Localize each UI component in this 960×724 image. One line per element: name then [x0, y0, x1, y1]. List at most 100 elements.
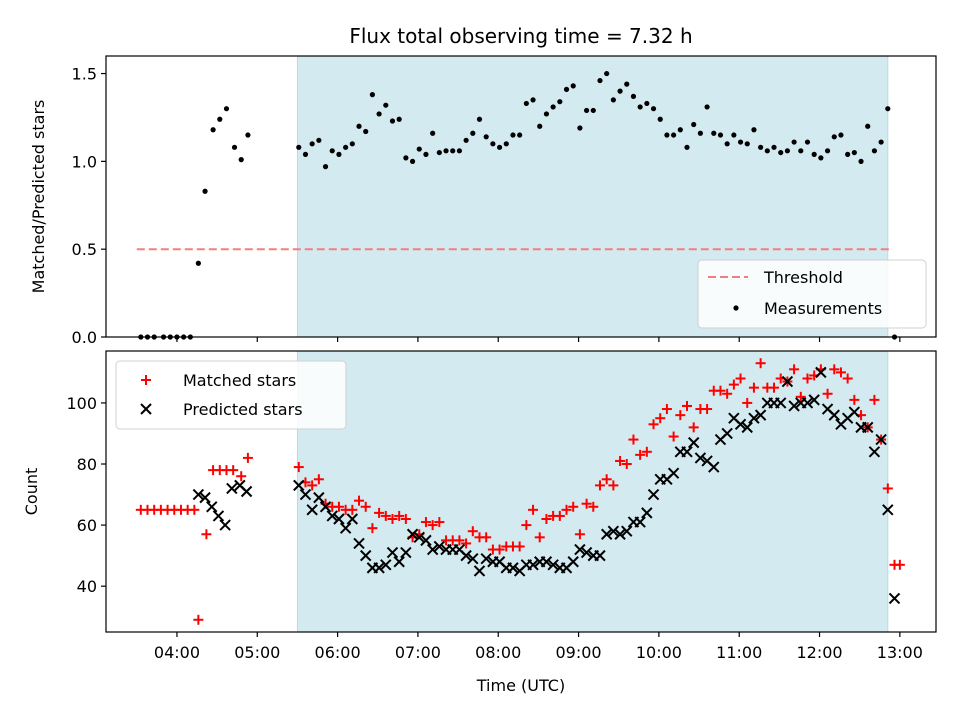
predicted-star-point-b [815, 366, 827, 379]
predicted-star-point [600, 528, 613, 540]
predicted-star-point-b [748, 412, 760, 424]
measurement-point [637, 104, 643, 110]
predicted-star-point [380, 559, 392, 571]
series-matched-stars [135, 358, 905, 625]
matched-star-point [236, 471, 247, 482]
measurement-point [590, 107, 596, 114]
matched-star-point [193, 614, 204, 625]
y-tick-label: 0.5 [72, 240, 97, 259]
bottom-panel: 40 60 80 100 04:00 05:00 06:00 07:00 08:00 09:00 1… [66, 350, 937, 662]
measurement-point [456, 148, 463, 154]
legend-box [697, 259, 927, 329]
predicted-star-point-b [527, 559, 539, 571]
predicted-star-point [306, 504, 318, 516]
predicted-star-point [547, 559, 559, 571]
matched-star-point [541, 513, 552, 524]
measurement-point [764, 148, 770, 154]
predicted-star-point [708, 461, 720, 473]
measurement-point [336, 151, 342, 157]
matched-star-point [427, 520, 438, 531]
predicted-star-point [647, 488, 660, 501]
legend-measurements-label: Measurements [764, 299, 882, 318]
series-measurements [138, 70, 898, 340]
x-tick-label: 04:00 [154, 643, 200, 662]
measurement-point [724, 141, 730, 147]
matched-star-point [434, 517, 445, 528]
measurement-point [878, 139, 884, 145]
bottom-panel-y-axis-label: Count [22, 468, 41, 516]
matched-star-point [829, 364, 840, 375]
top-panel-y-axis-label: Matched/Predicted stars [29, 100, 48, 294]
matched-star-point [882, 483, 893, 494]
matched-star-point [742, 397, 753, 408]
predicted-star-point [540, 556, 553, 568]
predicted-star-point-b [801, 397, 814, 409]
predicted-star-point-b [299, 488, 312, 501]
predicted-star-point-b [326, 510, 338, 522]
matched-star-point [635, 449, 646, 460]
measurement-point [503, 141, 509, 147]
measurement-point [610, 97, 616, 103]
measurement-point [523, 100, 529, 107]
predicted-star-point-b [567, 556, 579, 568]
predicted-star-point-b [728, 412, 740, 424]
predicted-star-point [882, 504, 894, 516]
predicted-star-point-b [775, 397, 787, 409]
measurement-point [202, 188, 208, 194]
measurement-point [885, 106, 891, 112]
y-tick-label: 1.5 [72, 65, 97, 84]
predicted-star-point-b [234, 479, 246, 492]
y-tick-label: 100 [66, 394, 97, 413]
measurement-point [416, 146, 422, 152]
matched-star-point [554, 510, 565, 521]
predicted-star-point [373, 562, 385, 574]
x-tick-label: 08:00 [475, 643, 521, 662]
measurement-point [195, 260, 201, 266]
predicted-star-point [299, 488, 312, 501]
matched-star-point [360, 501, 371, 512]
predicted-star-point [527, 559, 539, 571]
predicted-star-point [828, 409, 840, 421]
matched-star-point [307, 480, 318, 491]
matched-star-point [581, 498, 592, 509]
x-tick-label: 06:00 [315, 643, 361, 662]
predicted-star-point-b [433, 540, 446, 553]
matched-star-point [621, 459, 632, 470]
predicted-star-point [721, 427, 733, 440]
predicted-star-point [875, 433, 887, 446]
predicted-star-point-b [634, 516, 646, 528]
predicted-star-point-b [788, 400, 800, 412]
predicted-star-point-b [293, 479, 305, 492]
predicted-star-point-b [647, 488, 660, 501]
predicted-star-point [734, 418, 747, 431]
measurement-point [597, 77, 603, 84]
predicted-star-point-b [888, 592, 901, 605]
measurement-point [717, 132, 724, 138]
predicted-star-point [393, 556, 405, 568]
measurement-point [577, 125, 583, 131]
top-legend: Threshold Measurements [697, 259, 927, 329]
matched-star-point [615, 455, 626, 466]
matched-star-point [461, 538, 472, 549]
predicted-star-point-b [614, 528, 626, 540]
measurement-point [858, 158, 864, 164]
x-tick-label: 12:00 [796, 643, 842, 662]
predicted-star-point-b [353, 537, 365, 550]
measurement-point [684, 144, 690, 150]
predicted-star-point-b [467, 552, 479, 565]
measurement-point [396, 116, 402, 122]
matched-star-point [394, 510, 405, 521]
predicted-star-point-b [199, 491, 211, 504]
measurement-point [557, 99, 563, 105]
measurement-point [470, 130, 476, 136]
matched-star-point [869, 394, 880, 405]
measurement-point [583, 107, 590, 114]
matched-star-point [380, 510, 391, 521]
x-tick-label: 09:00 [556, 643, 602, 662]
measurement-point [630, 93, 637, 99]
measurement-point [798, 148, 804, 154]
predicted-star-point-b [882, 504, 894, 516]
matched-star-point [601, 474, 612, 485]
matched-star-point [494, 544, 505, 555]
x-tick-label: 13:00 [877, 643, 923, 662]
